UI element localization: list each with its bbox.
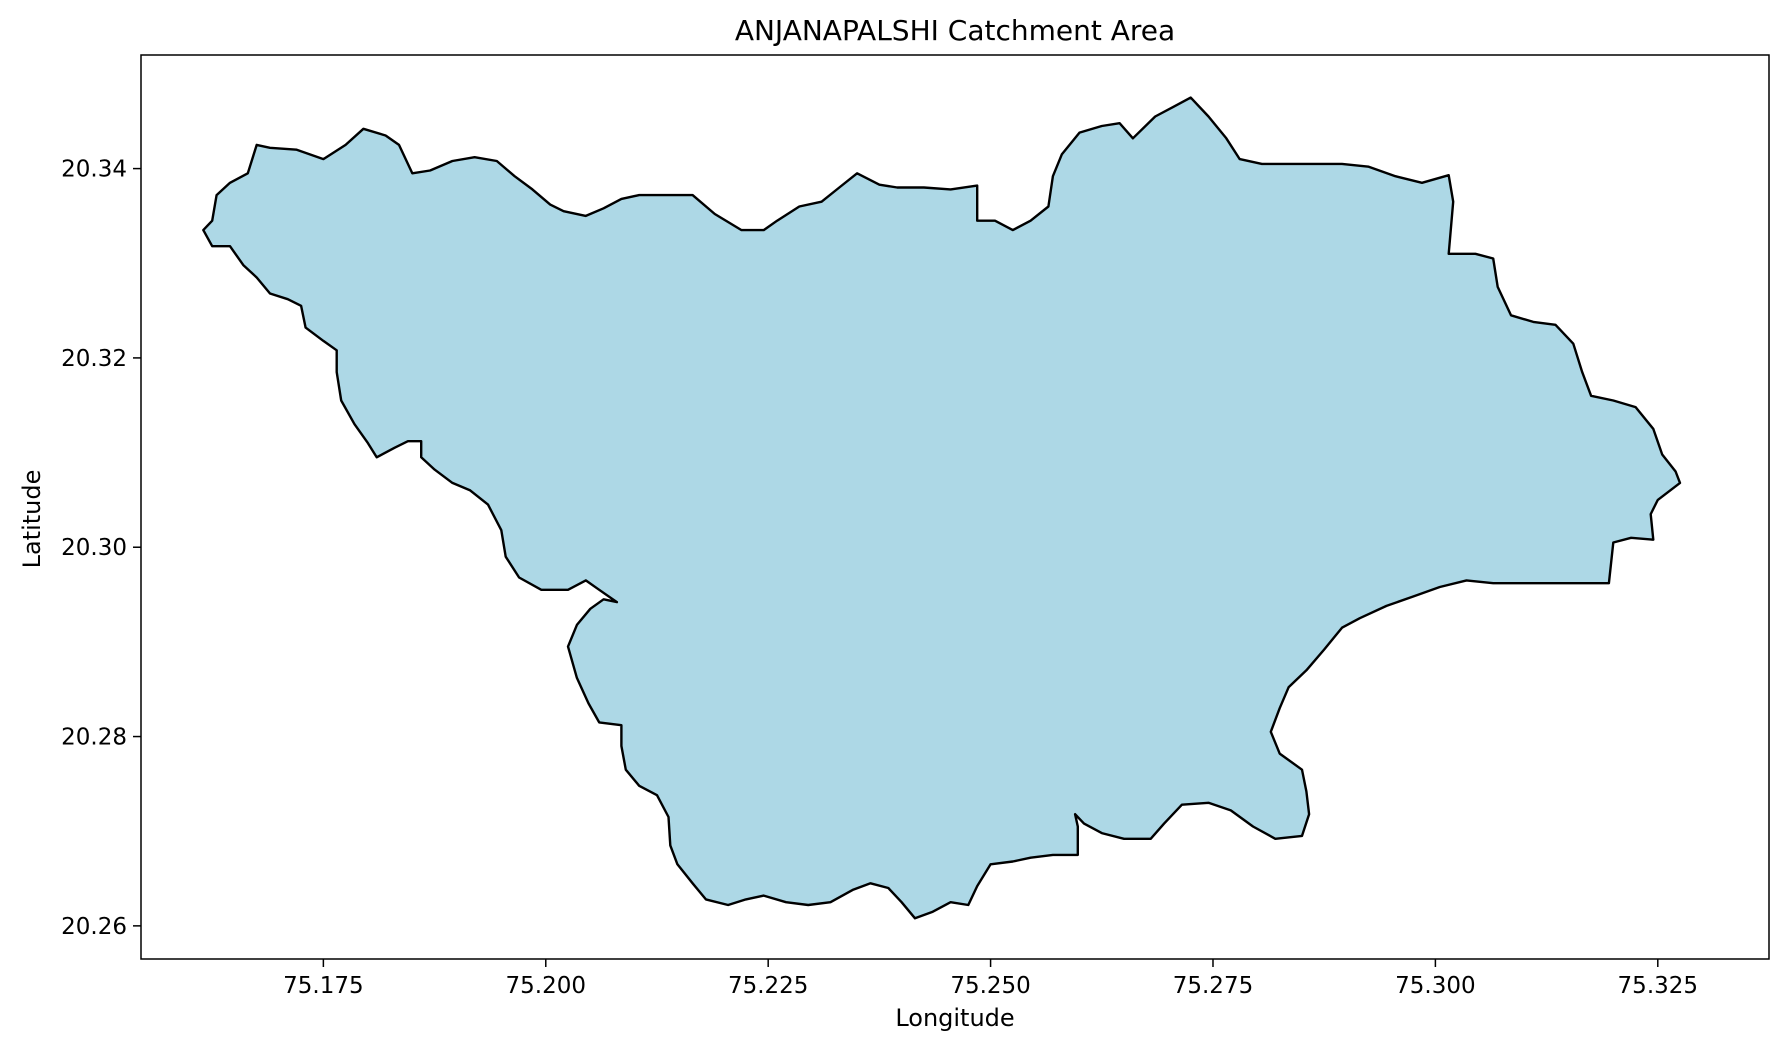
- chart-title: ANJANAPALSHI Catchment Area: [734, 14, 1176, 47]
- x-tick-label: 75.250: [950, 973, 1030, 999]
- x-tick-label: 75.175: [283, 973, 363, 999]
- x-tick-label: 75.200: [506, 973, 586, 999]
- y-tick-label: 20.30: [61, 535, 127, 561]
- y-tick-label: 20.32: [61, 346, 127, 372]
- y-axis-label: Latitude: [18, 469, 46, 569]
- plot-area-frame: [140, 54, 1770, 960]
- catchment-polygon: [202, 96, 1682, 920]
- y-tick-label: 20.28: [61, 725, 127, 751]
- x-tick-label: 75.300: [1395, 973, 1475, 999]
- y-tick-label: 20.34: [61, 157, 127, 183]
- y-tick-label: 20.26: [61, 914, 127, 940]
- x-tick-label: 75.225: [728, 973, 808, 999]
- y-axis-ticks: 20.26 20.28 20.30 20.32 20.34: [61, 157, 141, 940]
- x-axis-ticks: 75.175 75.200 75.225 75.250 75.275 75.300 75.3…: [283, 959, 1698, 999]
- x-tick-label: 75.275: [1173, 973, 1253, 999]
- x-tick-label: 75.325: [1618, 973, 1698, 999]
- x-axis-label: Longitude: [895, 1004, 1015, 1032]
